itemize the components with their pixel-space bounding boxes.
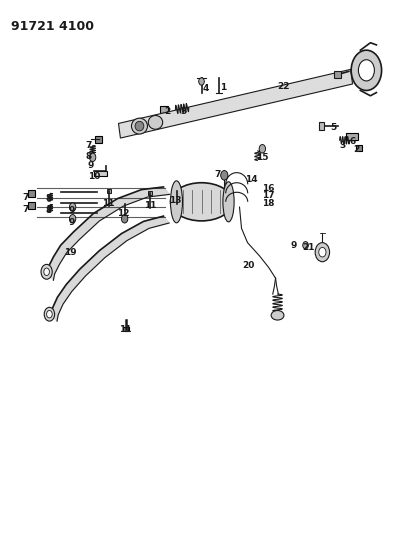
Text: 9: 9 [68,206,75,215]
Bar [28,190,35,197]
Bar [94,171,107,176]
Bar [355,144,362,151]
Circle shape [41,264,52,279]
Circle shape [44,308,55,321]
Circle shape [358,60,374,81]
Circle shape [259,144,266,153]
Polygon shape [118,69,353,138]
Text: 3: 3 [339,141,345,150]
Bar [334,71,341,78]
Text: 6: 6 [350,138,356,147]
Text: 8: 8 [46,206,52,215]
Ellipse shape [148,116,163,130]
Bar [107,189,111,193]
Bar [175,200,179,208]
Text: 8: 8 [46,194,52,203]
Text: 7: 7 [214,170,221,179]
Bar [28,202,35,209]
Circle shape [89,153,96,161]
Text: 18: 18 [262,199,275,208]
Text: 9: 9 [68,218,75,227]
Bar [123,327,129,331]
Circle shape [44,268,50,276]
Text: 16: 16 [262,183,275,192]
Text: 3: 3 [181,107,187,116]
Text: 19: 19 [64,248,77,257]
Bar [160,106,168,113]
Ellipse shape [223,182,234,222]
Ellipse shape [170,183,233,221]
Bar [319,122,324,130]
Circle shape [315,243,330,262]
Bar [347,133,357,140]
Text: 11: 11 [102,199,115,208]
Bar [95,136,102,143]
Polygon shape [52,216,169,321]
Ellipse shape [170,181,183,223]
Text: 2: 2 [354,146,360,155]
Text: 11: 11 [144,201,156,210]
Text: 11: 11 [119,325,132,334]
Circle shape [319,247,326,257]
Text: 2: 2 [164,107,170,116]
Polygon shape [48,187,170,280]
Bar [148,191,152,196]
Text: 1: 1 [220,83,226,92]
Circle shape [351,50,382,91]
Text: 7: 7 [85,141,92,150]
Circle shape [47,311,52,318]
Text: 5: 5 [330,123,337,132]
Text: 20: 20 [243,261,255,270]
Ellipse shape [271,311,284,320]
Text: 22: 22 [277,82,290,91]
Circle shape [199,78,204,85]
Text: 14: 14 [245,174,258,183]
Text: 17: 17 [262,191,275,200]
Ellipse shape [131,118,147,134]
Circle shape [221,171,228,180]
Circle shape [121,215,128,223]
Circle shape [303,241,308,249]
Text: 7: 7 [22,205,29,214]
Text: 15: 15 [256,153,268,162]
Text: 91721 4100: 91721 4100 [11,20,94,33]
Ellipse shape [135,122,144,131]
Circle shape [69,203,76,212]
Text: 9: 9 [291,241,297,250]
Text: 12: 12 [117,209,130,218]
Text: 9: 9 [87,161,93,170]
Text: 8: 8 [85,152,92,161]
Circle shape [69,215,76,223]
Text: 4: 4 [202,84,209,93]
Text: 7: 7 [22,193,29,202]
Text: 21: 21 [303,244,315,253]
Text: 13: 13 [169,196,182,205]
Text: 10: 10 [88,172,100,181]
